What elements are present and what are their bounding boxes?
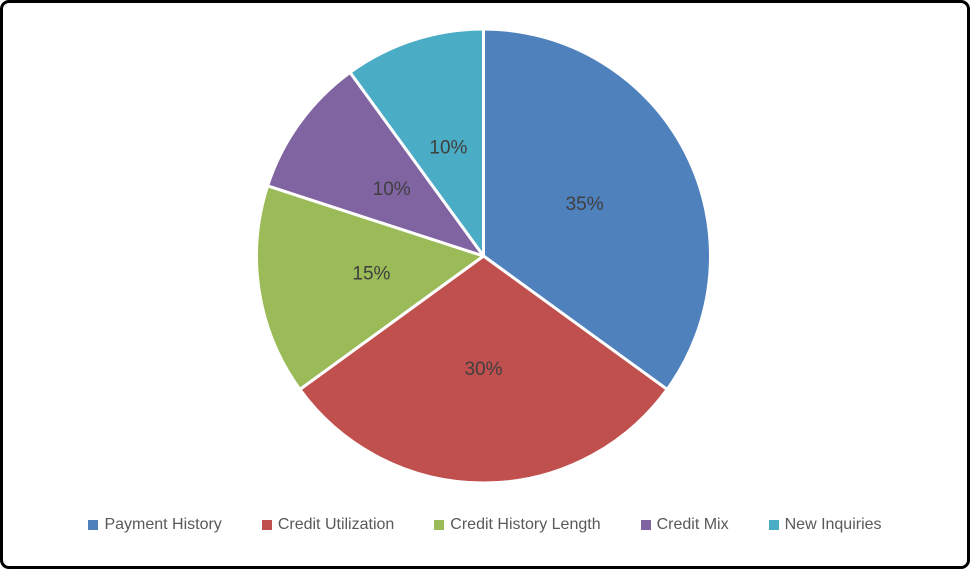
pie-slice-credit-utilization [298,254,669,485]
pie-slice-credit-mix [266,70,485,258]
legend-swatch-icon [640,520,651,530]
chart-legend: Payment History Credit Utilization Credit … [3,517,967,533]
pie-chart: 35% 30% 15% 10% 10% [254,27,712,485]
legend-swatch-icon [768,520,779,530]
legend-label: New Inquiries [784,516,882,533]
legend-label: Credit Mix [656,516,729,533]
legend-item-credit-utilization: Credit Utilization [261,516,395,533]
legend-item-credit-history-length: Credit History Length [434,516,601,533]
pie-slice-credit-history-length [254,184,485,391]
pie-slice-payment-history [482,27,712,391]
legend-swatch-icon [88,520,99,530]
pie-slice-label-credit-utilization: 30% [464,359,502,380]
legend-label: Credit Utilization [277,516,395,533]
legend-label: Payment History [104,516,222,533]
legend-swatch-icon [434,520,445,530]
legend-item-credit-mix: Credit Mix [640,516,729,533]
legend-item-payment-history: Payment History [88,516,222,533]
pie-slice-label-credit-history-length: 15% [352,263,390,284]
pie-slice-label-payment-history: 35% [566,194,604,215]
legend-swatch-icon [261,520,272,530]
legend-item-new-inquiries: New Inquiries [768,516,882,533]
pie-slice-new-inquiries [348,27,485,258]
pie-slice-label-new-inquiries: 10% [429,138,467,159]
legend-label: Credit History Length [450,516,601,533]
pie-slice-label-credit-mix: 10% [373,179,411,200]
